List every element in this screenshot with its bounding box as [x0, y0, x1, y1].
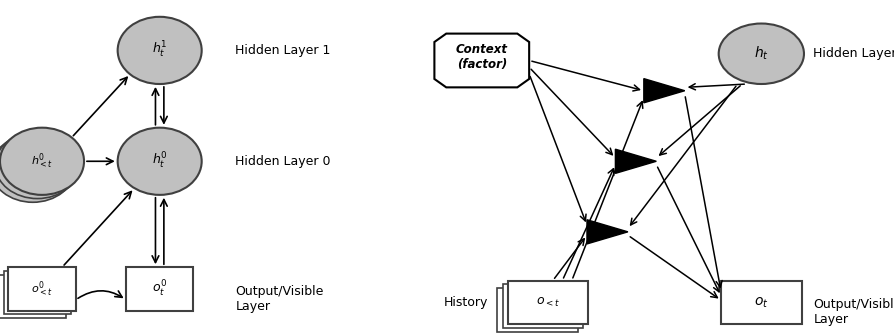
Circle shape — [118, 128, 202, 195]
Text: $h_t^0$: $h_t^0$ — [152, 151, 168, 171]
Text: $o_{<t}$: $o_{<t}$ — [536, 296, 561, 309]
Polygon shape — [434, 34, 529, 87]
Text: Hidden Layer: Hidden Layer — [814, 47, 894, 60]
Text: $h_{<t}^0$: $h_{<t}^0$ — [31, 152, 53, 171]
Circle shape — [0, 128, 84, 195]
Text: Context
(factor): Context (factor) — [456, 43, 508, 71]
Bar — [497, 288, 578, 332]
Text: $h_t^1$: $h_t^1$ — [152, 40, 167, 60]
Circle shape — [0, 131, 80, 199]
Text: $o_t^0$: $o_t^0$ — [152, 279, 167, 299]
Bar — [8, 267, 76, 311]
Text: $o_{<t}^0$: $o_{<t}^0$ — [31, 279, 53, 299]
Bar — [126, 267, 193, 311]
Polygon shape — [615, 149, 656, 173]
Text: History: History — [443, 296, 488, 309]
Circle shape — [719, 24, 804, 84]
Bar — [502, 284, 583, 328]
Text: Output/Visible
Layer: Output/Visible Layer — [814, 298, 894, 327]
Text: $o_t$: $o_t$ — [754, 295, 769, 309]
Text: Output/Visible
Layer: Output/Visible Layer — [235, 285, 324, 313]
Polygon shape — [644, 79, 685, 103]
Bar — [508, 281, 588, 324]
Text: $h_t$: $h_t$ — [754, 45, 769, 62]
Text: Hidden Layer 1: Hidden Layer 1 — [235, 44, 331, 57]
Polygon shape — [587, 220, 628, 244]
Text: Hidden Layer 0: Hidden Layer 0 — [235, 155, 331, 168]
Bar — [0, 275, 66, 318]
Bar — [4, 271, 71, 314]
Circle shape — [0, 135, 75, 202]
Bar — [721, 281, 802, 324]
Circle shape — [118, 17, 202, 84]
